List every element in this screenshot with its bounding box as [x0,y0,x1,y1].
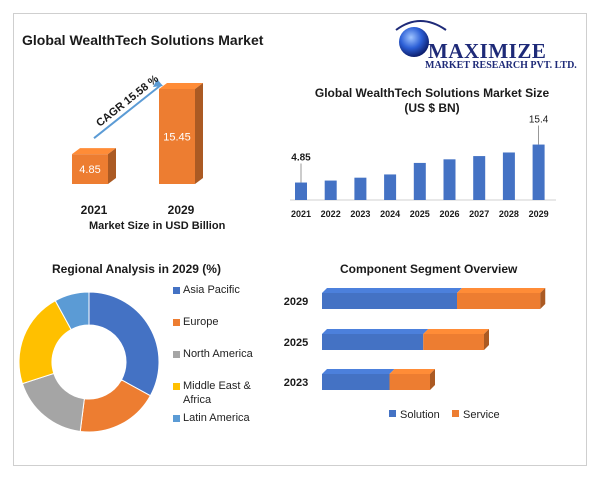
logo-subtitle: MARKET RESEARCH PVT. LTD. [425,60,577,71]
cagr-arrowhead [153,78,163,87]
bar-2022 [324,180,337,200]
bar-value-label: 15.45 [163,131,191,143]
segment-side-face [430,369,435,390]
segment-side-face [540,288,546,309]
component-title: Component Segment Overview [340,262,518,276]
bar-side-face [108,148,116,184]
legend-label: Asia Pacific [183,284,240,296]
segment-solution [322,374,390,390]
legend-label: Africa [183,394,212,406]
legend-swatch [173,319,180,326]
segment-service [389,374,430,390]
donut-slice-asia-pacific [88,291,160,397]
regional-title: Regional Analysis in 2029 (%) [52,262,221,276]
segment-top-face [322,288,462,293]
segment-solution [322,334,424,350]
segment-top-face [457,288,546,293]
year-label: 2029 [168,203,195,217]
donut-slice-latin-america [54,291,90,331]
segment-top-face [423,329,489,334]
market-size-title-line2: (US $ BN) [404,101,460,115]
segment-top-face [389,369,435,374]
stacked-bar-2023 [322,369,435,390]
bar-top-face [159,82,203,89]
legend-swatch [173,287,180,294]
bar-2027 [473,156,486,200]
page-title: Global WealthTech Solutions Market [22,32,264,48]
data-label: 15.4 [529,115,549,126]
stacked-bar-2029 [322,288,546,309]
category-label: 2025 [284,337,308,349]
legend-label: Latin America [183,412,250,424]
year-label: 2021 [81,203,108,217]
segment-service [457,293,541,309]
bar-top-face [72,148,116,155]
data-label: 4.85 [291,153,311,164]
legend-label-solution: Solution [400,409,440,421]
bar-2021 [72,148,116,184]
x-tick-label: 2029 [529,209,549,219]
legend-swatch [173,351,180,358]
legend-label: Europe [183,316,219,328]
legend-label: Middle East & [183,380,251,392]
segment-top-face [322,369,395,374]
segment-solution [322,293,457,309]
x-tick-label: 2027 [469,209,489,219]
bar-2028 [502,152,515,200]
bar-value-label: 4.85 [79,164,100,176]
cagr-arrow [93,84,162,139]
legend-swatch [173,415,180,422]
bar-2021 [295,182,307,200]
stacked-bar-2025 [322,329,489,350]
bar-2025 [413,162,426,200]
category-label: 2029 [284,296,308,308]
legend-label: North America [183,348,253,360]
category-label: 2023 [284,377,308,389]
x-tick-label: 2022 [321,209,341,219]
bar-2023 [354,177,367,200]
x-tick-label: 2024 [380,209,400,219]
bar-2024 [384,174,397,200]
bar-2029 [159,82,203,184]
bar-front-face [72,154,108,184]
market-size-caption: Market Size in USD Billion [89,220,226,232]
segment-top-face [322,329,429,334]
legend-swatch-service [452,410,459,417]
infographic-frame [13,13,587,466]
globe-swoosh-icon [395,20,447,31]
logo-name: MAXIMIZE [428,39,547,63]
market-size-title-line1: Global WealthTech Solutions Market Size [314,86,550,100]
x-tick-label: 2025 [410,209,430,219]
bar-side-face [195,82,203,184]
x-tick-label: 2021 [291,209,311,219]
globe-icon [399,27,429,57]
x-tick-label: 2023 [350,209,370,219]
legend-label-service: Service [463,409,500,421]
x-tick-label: 2026 [439,209,459,219]
bar-2026 [443,159,456,200]
x-tick-label: 2028 [499,209,519,219]
segment-service [423,334,484,350]
bar-front-face [159,88,195,184]
segment-side-face [484,329,489,350]
legend-swatch [173,383,180,390]
bar-2029 [532,144,545,200]
legend-swatch-solution [389,410,396,417]
